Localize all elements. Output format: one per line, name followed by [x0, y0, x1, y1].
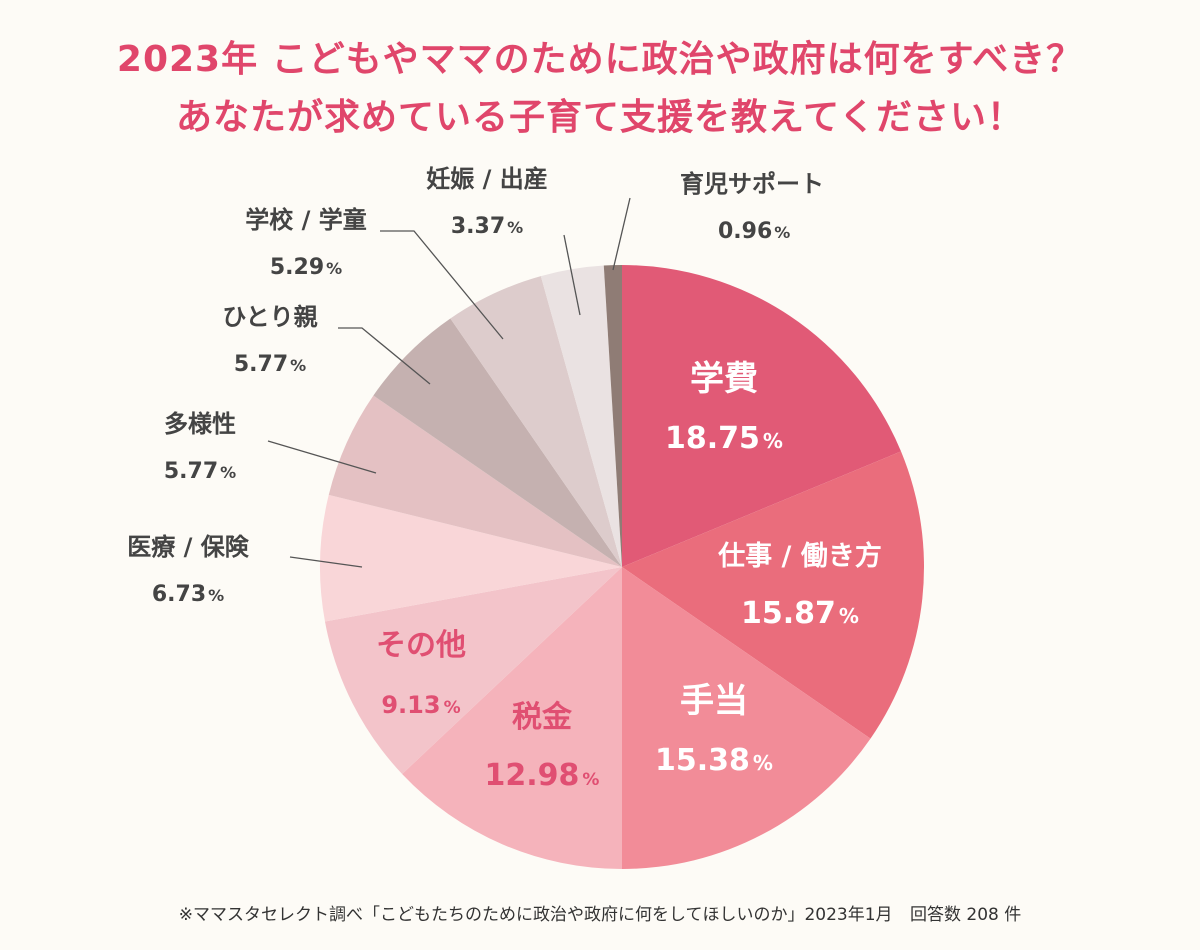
slice-value-unit: %	[753, 751, 773, 775]
pie-slice-学校-学童	[450, 276, 622, 567]
slice-value-学費: 18.75%	[665, 421, 783, 456]
slice-value-ひとり親: 5.77%	[234, 352, 306, 377]
slice-label-仕事-働き方: 仕事 / 働き方	[717, 540, 882, 572]
footnote-source: ※ママスタセレクト調べ「こどもたちのために政治や政府に何をしてほしいのか」202…	[178, 905, 893, 925]
slice-value-仕事-働き方: 15.87%	[741, 596, 859, 631]
slice-value-unit: %	[507, 218, 523, 237]
pie-slices	[320, 265, 924, 869]
pie-slice-手当	[622, 567, 871, 869]
pie-slice-税金	[402, 567, 622, 869]
slice-value-unit: %	[763, 429, 783, 453]
slice-value-number: 5.77	[164, 459, 218, 484]
slice-value-number: 5.77	[234, 352, 288, 377]
slice-value-税金: 12.98%	[485, 758, 600, 793]
pie-slice-学費	[622, 265, 902, 567]
leader-line-医療-保険	[289, 556, 363, 568]
slice-label-税金: 税金	[512, 700, 573, 735]
leader-line-多様性	[267, 440, 377, 474]
footnote-responses: 回答数 208 件	[909, 905, 1022, 925]
slice-value-number: 3.37	[451, 214, 505, 239]
slice-value-多様性: 5.77%	[164, 459, 236, 484]
pie-slice-多様性	[328, 395, 622, 567]
footnote: ※ママスタセレクト調べ「こどもたちのために政治や政府に何をしてほしいのか」202…	[0, 900, 1200, 925]
slice-label-多様性: 多様性	[164, 410, 236, 438]
slice-value-number: 15.38	[655, 743, 750, 778]
pie-slice-育児サポート	[603, 265, 622, 567]
slice-value-その他: 9.13%	[381, 691, 460, 719]
slice-value-unit: %	[774, 223, 790, 242]
slice-label-その他: その他	[376, 628, 466, 663]
slice-value-number: 6.73	[152, 582, 206, 607]
slice-label-手当: 手当	[680, 681, 748, 721]
slice-value-number: 12.98	[485, 758, 580, 793]
slice-label-妊娠-出産: 妊娠 / 出産	[426, 165, 547, 193]
slice-value-unit: %	[444, 698, 461, 718]
leader-line-ひとり親	[338, 327, 431, 385]
chart-title-line-1: 2023年 こどもやママのために政治や政府は何をすべき？	[116, 39, 1084, 80]
slice-value-number: 15.87	[741, 596, 836, 631]
slice-value-手当: 15.38%	[655, 743, 773, 778]
leader-line-育児サポート	[612, 197, 631, 271]
slice-value-医療-保険: 6.73%	[152, 582, 224, 607]
pie-slice-その他	[324, 567, 622, 775]
slice-value-number: 5.29	[270, 255, 324, 280]
slice-label-学費: 学費	[690, 359, 758, 399]
slice-value-unit: %	[582, 770, 599, 790]
slice-value-学校-学童: 5.29%	[270, 255, 342, 280]
slice-label-学校-学童: 学校 / 学童	[245, 206, 366, 234]
slice-value-unit: %	[290, 356, 306, 375]
slice-value-number: 18.75	[665, 421, 760, 456]
leader-line-妊娠-出産	[563, 234, 581, 316]
slice-value-unit: %	[220, 463, 236, 482]
pie-slice-医療-保険	[320, 494, 622, 622]
slice-value-育児サポート: 0.96%	[718, 219, 790, 244]
slice-value-unit: %	[208, 586, 224, 605]
slice-value-unit: %	[839, 604, 859, 628]
pie-labels: 学費 18.75 % 仕事 / 働き方 15.87 % 手当 15.38 % 税金 12.98 % その…	[127, 165, 882, 793]
slice-value-unit: %	[326, 259, 342, 278]
pie-slice-ひとり親	[373, 318, 622, 567]
slice-label-育児サポート: 育児サポート	[680, 170, 824, 198]
pie-slice-妊娠-出産	[540, 265, 622, 567]
chart-title-line-2: あなたが求めている子育て支援を教えてください！	[175, 97, 1025, 138]
slice-value-number: 0.96	[718, 219, 772, 244]
pie-slice-仕事-働き方	[622, 451, 924, 739]
slice-label-ひとり親: ひとり親	[222, 303, 317, 331]
slice-label-医療-保険: 医療 / 保険	[127, 533, 249, 561]
slice-value-number: 9.13	[381, 691, 440, 719]
leader-line-学校-学童	[380, 230, 504, 340]
slice-value-妊娠-出産: 3.37%	[451, 214, 523, 239]
